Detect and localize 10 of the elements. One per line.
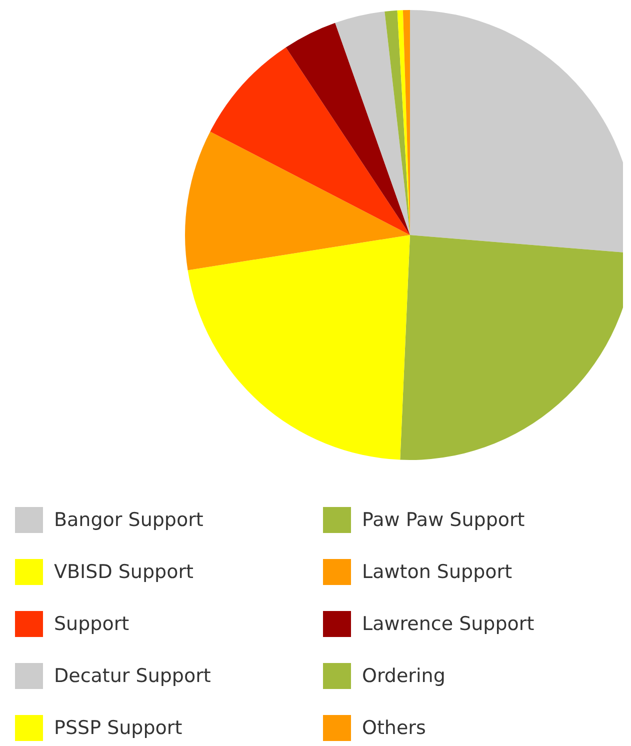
- legend-label: Support: [54, 613, 130, 635]
- legend-label: VBISD Support: [54, 561, 194, 583]
- legend-label: PSSP Support: [54, 717, 182, 739]
- legend-label: Bangor Support: [54, 509, 204, 531]
- legend-label: Ordering: [362, 665, 446, 687]
- legend-label: Decatur Support: [54, 665, 211, 687]
- legend-label: Paw Paw Support: [362, 509, 525, 531]
- legend-label: Others: [362, 717, 426, 739]
- legend-label: Lawton Support: [362, 561, 512, 583]
- legend-label: Lawrence Support: [362, 613, 534, 635]
